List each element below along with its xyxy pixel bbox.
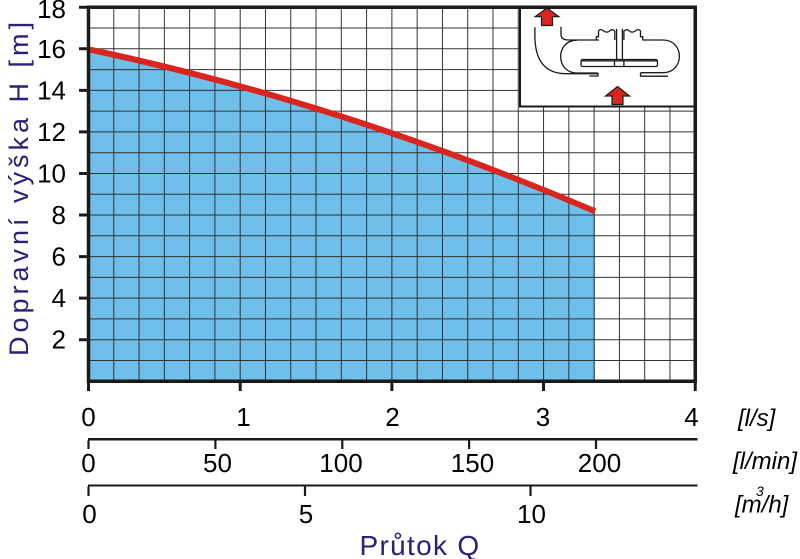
svg-text:3: 3 <box>536 402 550 432</box>
svg-text:0: 0 <box>81 402 95 432</box>
svg-text:200: 200 <box>578 448 621 478</box>
svg-text:3: 3 <box>756 483 764 499</box>
svg-text:12: 12 <box>37 117 66 147</box>
svg-text:6: 6 <box>52 242 66 272</box>
svg-text:Dopravní výška H [m]: Dopravní výška H [m] <box>4 18 34 356</box>
svg-text:150: 150 <box>451 448 494 478</box>
svg-text:4: 4 <box>684 402 698 432</box>
svg-text:4: 4 <box>52 283 66 313</box>
svg-text:0: 0 <box>82 499 96 529</box>
svg-text:Průtok Q: Průtok Q <box>360 530 481 559</box>
svg-text:10: 10 <box>517 499 546 529</box>
svg-text:[m/h]: [m/h] <box>734 492 790 519</box>
svg-text:2: 2 <box>385 402 399 432</box>
svg-text:[l/s]: [l/s] <box>737 405 777 432</box>
svg-text:14: 14 <box>37 75 66 105</box>
svg-text:5: 5 <box>299 499 313 529</box>
svg-text:16: 16 <box>37 34 66 64</box>
svg-text:[l/min]: [l/min] <box>732 448 798 475</box>
svg-text:2: 2 <box>52 325 66 355</box>
svg-text:10: 10 <box>37 159 66 189</box>
svg-text:18: 18 <box>37 0 66 24</box>
svg-text:50: 50 <box>203 448 232 478</box>
svg-text:1: 1 <box>236 402 250 432</box>
svg-text:8: 8 <box>52 200 66 230</box>
svg-text:100: 100 <box>319 448 362 478</box>
svg-text:0: 0 <box>81 448 95 478</box>
